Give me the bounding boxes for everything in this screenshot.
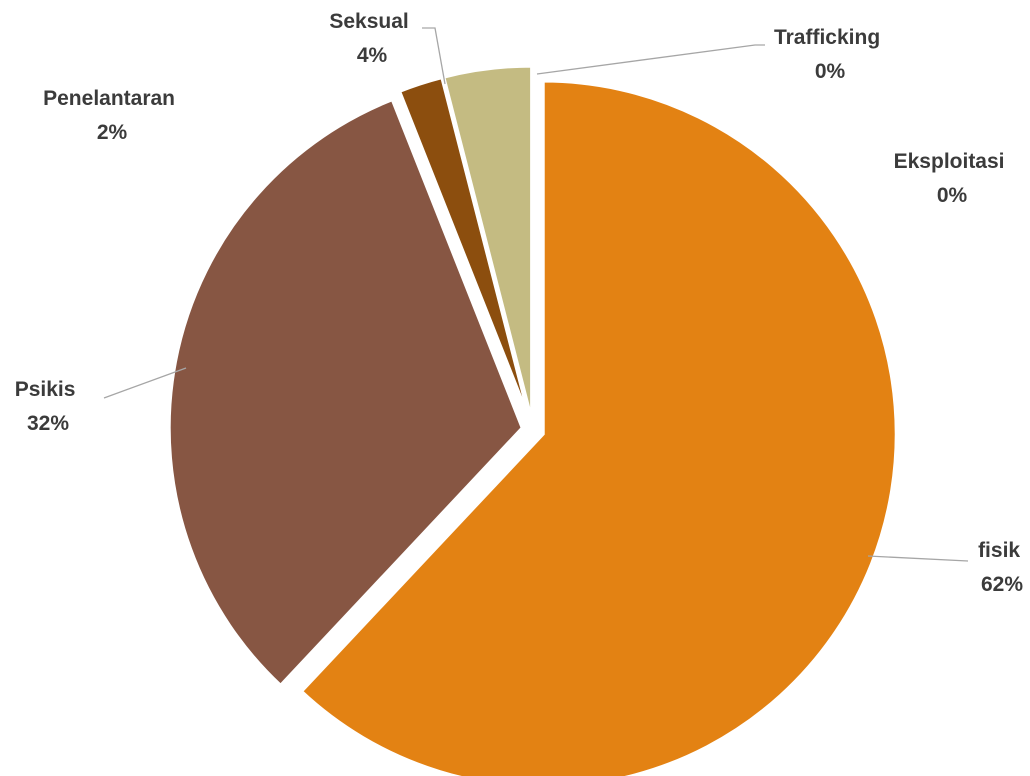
label-penelantaran-name: Penelantaran xyxy=(43,87,175,110)
label-psikis-name: Psikis xyxy=(15,378,76,401)
label-fisik-name: fisik xyxy=(978,539,1020,562)
pie-slice-psikis xyxy=(167,97,524,688)
leader-line-trafficking xyxy=(536,44,765,75)
label-psikis: Psikis 32% xyxy=(15,378,82,435)
label-fisik-value: 62% xyxy=(981,573,1023,596)
leader-line-psikis xyxy=(103,367,187,399)
label-trafficking-name: Trafficking xyxy=(774,26,880,49)
label-trafficking-value: 0% xyxy=(815,60,846,83)
label-seksual-name: Seksual xyxy=(329,10,408,33)
label-trafficking: Trafficking 0% xyxy=(774,26,886,83)
label-penelantaran: Penelantaran 2% xyxy=(43,87,181,144)
label-eksploitasi-value: 0% xyxy=(937,184,968,207)
leader-line-seksual xyxy=(422,27,446,85)
label-eksploitasi: Eksploitasi 0% xyxy=(894,150,1011,207)
pie-slice-fisik xyxy=(299,79,898,776)
label-penelantaran-value: 2% xyxy=(97,121,128,144)
label-fisik: fisik 62% xyxy=(978,539,1026,596)
label-eksploitasi-name: Eksploitasi xyxy=(894,150,1005,173)
pie-slices xyxy=(167,64,898,776)
pie-slice-penelantaran xyxy=(397,75,532,421)
label-seksual: Seksual 4% xyxy=(329,10,414,67)
label-seksual-value: 4% xyxy=(357,44,388,67)
leader-lines xyxy=(103,27,969,562)
leader-line-fisik xyxy=(867,555,969,562)
label-psikis-value: 32% xyxy=(27,412,69,435)
